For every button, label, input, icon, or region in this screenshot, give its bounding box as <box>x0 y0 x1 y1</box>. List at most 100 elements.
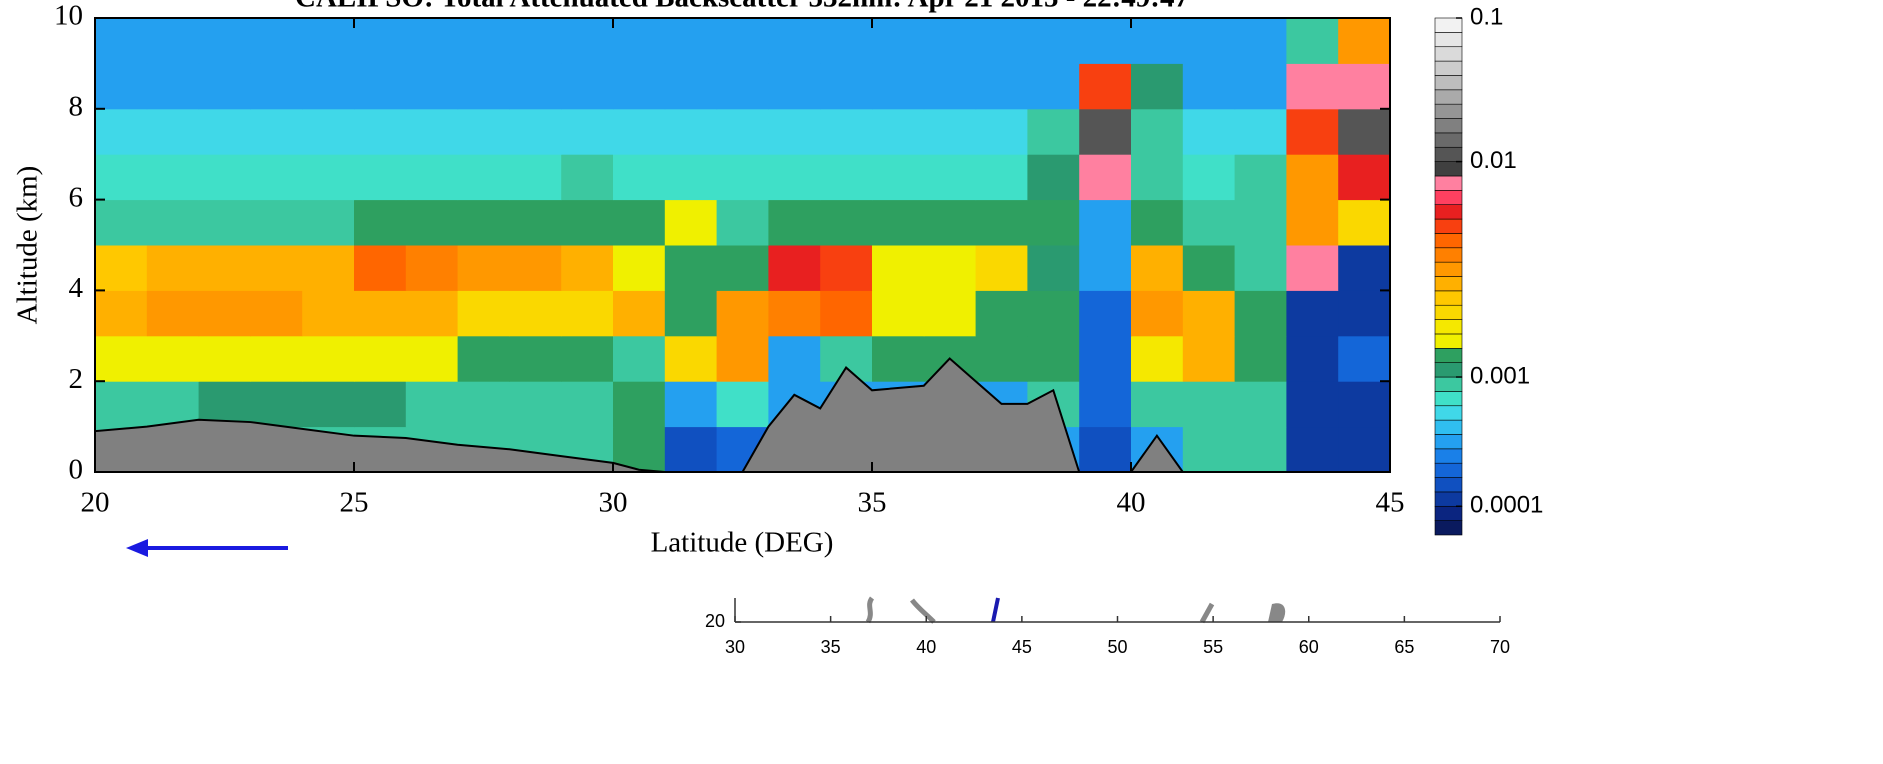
cell <box>1027 290 1080 337</box>
cell <box>561 335 614 382</box>
cell <box>509 18 562 64</box>
cell <box>509 245 562 291</box>
coastline <box>865 596 875 624</box>
cell <box>768 18 821 64</box>
cell <box>146 335 200 382</box>
cell <box>146 290 200 337</box>
y-tick-label: 6 <box>69 181 84 213</box>
cell <box>1131 199 1184 246</box>
colorbar-swatch <box>1434 204 1463 220</box>
cell <box>405 18 459 64</box>
cell <box>405 381 459 428</box>
cell <box>250 18 303 64</box>
colorbar-tick-label: 0.01 <box>1470 147 1517 174</box>
cell <box>509 290 562 337</box>
cell <box>302 199 355 246</box>
terrain <box>94 357 1390 473</box>
cell <box>1234 290 1287 337</box>
colorbar-swatch <box>1434 146 1463 162</box>
cell <box>1286 199 1339 246</box>
cell <box>250 381 303 428</box>
inset-x-tick-label: 45 <box>1012 637 1032 657</box>
colorbar-swatch <box>1434 448 1463 464</box>
cell <box>1079 108 1132 155</box>
cell <box>302 335 355 382</box>
cell <box>1182 290 1236 337</box>
colorbar-swatch <box>1434 376 1463 392</box>
chart-title: CALIPSO: Total Attenuated Backscatter 53… <box>295 0 1189 14</box>
cell <box>509 63 562 110</box>
cell <box>561 154 614 201</box>
inset-x-tick-label: 60 <box>1299 637 1319 657</box>
colorbar-swatch <box>1434 333 1463 349</box>
cell <box>923 18 977 64</box>
cell <box>457 290 510 337</box>
cell <box>1234 335 1287 382</box>
cell <box>1182 108 1236 155</box>
cell <box>198 18 251 64</box>
cell <box>1286 108 1339 155</box>
cell <box>146 63 200 110</box>
cell <box>95 335 148 382</box>
cell <box>768 335 821 382</box>
cell <box>1338 426 1391 473</box>
cell <box>975 63 1028 110</box>
cell <box>302 290 355 337</box>
cell <box>561 108 614 155</box>
cell <box>1182 199 1236 246</box>
colorbar-swatch <box>1434 391 1463 407</box>
cell <box>354 381 407 428</box>
cell <box>561 381 614 428</box>
cell <box>1286 381 1339 428</box>
cell <box>1131 290 1184 337</box>
cell <box>302 63 355 110</box>
cell <box>95 199 148 246</box>
cell <box>354 63 407 110</box>
cell <box>1131 381 1184 428</box>
cell <box>664 426 718 473</box>
cell <box>198 199 251 246</box>
cell <box>872 245 925 291</box>
cell <box>250 108 303 155</box>
cell <box>95 18 148 64</box>
cell <box>354 290 407 337</box>
cell <box>975 18 1028 64</box>
cell <box>613 108 666 155</box>
cell <box>923 108 977 155</box>
cell <box>613 245 666 291</box>
cell <box>820 199 873 246</box>
cell <box>95 108 148 155</box>
cell <box>561 245 614 291</box>
cell <box>354 18 407 64</box>
cell <box>1338 245 1391 291</box>
cell <box>1234 199 1287 246</box>
cell <box>1338 335 1391 382</box>
cell <box>457 381 510 428</box>
cell <box>1234 154 1287 201</box>
cell <box>664 18 718 64</box>
cell <box>1079 335 1132 382</box>
cell <box>923 199 977 246</box>
x-tick-label: 45 <box>1376 487 1405 519</box>
colorbar-swatch <box>1434 405 1463 421</box>
cell <box>820 290 873 337</box>
heatmap <box>95 18 1391 473</box>
cell <box>613 63 666 110</box>
cell <box>872 199 925 246</box>
cell <box>405 154 459 201</box>
colorbar-swatch <box>1434 132 1463 148</box>
cell <box>1234 426 1287 473</box>
cell <box>613 335 666 382</box>
colorbar: 0.1 0.01 0.001 0.0001 <box>1434 3 1543 536</box>
cell <box>613 199 666 246</box>
cell <box>1338 199 1391 246</box>
cell <box>1131 335 1184 382</box>
cell <box>872 290 925 337</box>
cell <box>664 290 718 337</box>
cell <box>613 18 666 64</box>
colorbar-swatch <box>1434 103 1463 119</box>
cell <box>250 245 303 291</box>
cell <box>1286 18 1339 64</box>
cell <box>509 108 562 155</box>
